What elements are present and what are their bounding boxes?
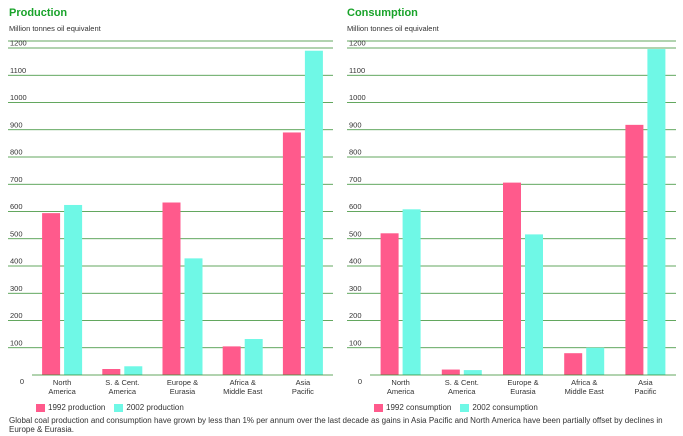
bar-2002 — [525, 234, 543, 375]
x-category-label: America — [48, 387, 76, 396]
y-tick-label: 1200 — [10, 39, 27, 48]
y-tick-label: 300 — [10, 284, 23, 293]
bar-1992 — [162, 202, 181, 375]
bar-2002 — [586, 347, 605, 375]
bar-1992 — [222, 346, 241, 375]
legend-label-1992-consumption: 1992 consumption — [386, 403, 452, 412]
chart-caption: Global coal production and consumption h… — [9, 416, 663, 434]
y-tick-label: 800 — [349, 148, 362, 157]
y-tick-label: 900 — [349, 120, 362, 129]
consumption-legend: 1992 consumption 2002 consumption — [374, 403, 538, 412]
bar-2002 — [647, 49, 666, 376]
y-tick-label: 1000 — [10, 93, 27, 102]
y-tick-label: 200 — [10, 311, 23, 320]
bar-1992 — [503, 182, 521, 375]
bar-1992 — [625, 124, 644, 375]
x-category-label: S. & Cent. — [445, 378, 479, 387]
y-tick-label: 700 — [349, 175, 362, 184]
legend-swatch-2002-production — [114, 403, 124, 412]
y-tick-label: 400 — [10, 257, 23, 266]
consumption-unit-label: Million tonnes oil equivalent — [347, 24, 439, 33]
bar-1992 — [380, 233, 399, 375]
bar-2002 — [402, 209, 421, 375]
bar-2002 — [184, 258, 203, 375]
x-category-label: America — [109, 387, 137, 396]
consumption-chart-title: Consumption — [347, 7, 418, 19]
x-category-label: North — [391, 378, 409, 387]
consumption-chart: 100 200 300 400 500 600 700 800 900 1000 1100 1200 0… — [347, 39, 676, 396]
legend-label-2002-production: 2002 production — [126, 403, 184, 412]
x-category-label: Asia — [296, 378, 311, 387]
y-tick-label: 1100 — [10, 66, 26, 75]
legend-label-1992-production: 1992 production — [48, 403, 106, 412]
production-chart-title: Production — [9, 7, 68, 19]
bar-1992 — [564, 353, 583, 375]
bar-1992 — [441, 369, 460, 375]
legend-swatch-1992-consumption — [374, 403, 383, 412]
y-tick-label: 600 — [349, 202, 362, 211]
y-tick-label: 300 — [349, 284, 362, 293]
x-category-label: North — [53, 378, 71, 387]
x-category-label: America — [448, 387, 476, 396]
bar-2002 — [304, 50, 323, 375]
x-category-label: Asia — [638, 378, 653, 387]
bar-1992 — [42, 213, 61, 375]
x-category-label: Africa & — [230, 378, 256, 387]
x-category-label: Africa & — [571, 378, 597, 387]
y-tick-label: 900 — [10, 120, 23, 129]
bar-2002 — [244, 339, 263, 375]
y-tick-label: 100 — [10, 338, 23, 347]
bar-1992 — [282, 132, 301, 375]
legend-label-2002-consumption: 2002 consumption — [472, 403, 538, 412]
y-tick-label-zero: 0 — [358, 377, 362, 386]
production-legend: 1992 production 2002 production — [36, 403, 184, 412]
production-unit-label: Million tonnes oil equivalent — [9, 24, 101, 33]
legend-swatch-2002-consumption — [460, 403, 470, 412]
bar-2002 — [463, 370, 482, 375]
y-tick-label: 1000 — [349, 93, 366, 102]
y-tick-label: 600 — [10, 202, 23, 211]
production-chart: 100 200 300 400 500 600 700 800 900 1000 1100 1200 0… — [8, 39, 333, 396]
bar-1992 — [102, 369, 121, 375]
y-tick-label: 800 — [10, 148, 23, 157]
x-category-label: S. & Cent. — [105, 378, 139, 387]
y-tick-label: 1200 — [349, 39, 366, 48]
bar-2002 — [64, 204, 83, 375]
legend-swatch-1992-production — [36, 403, 45, 412]
x-category-label: America — [387, 387, 415, 396]
x-category-label: Eurasia — [170, 387, 196, 396]
x-category-label: Middle East — [223, 387, 263, 396]
x-category-label: Pacific — [634, 387, 656, 396]
y-tick-label: 500 — [349, 229, 362, 238]
x-category-label: Middle East — [565, 387, 605, 396]
y-tick-label: 1100 — [349, 66, 365, 75]
y-tick-label: 400 — [349, 257, 362, 266]
y-tick-label-zero: 0 — [20, 377, 24, 386]
x-category-label: Europe & — [167, 378, 198, 387]
x-category-label: Europe & — [507, 378, 538, 387]
x-category-label: Eurasia — [510, 387, 536, 396]
y-tick-label: 500 — [10, 229, 23, 238]
y-tick-label: 100 — [349, 338, 362, 347]
y-tick-label: 200 — [349, 311, 362, 320]
bar-2002 — [124, 366, 143, 375]
y-tick-label: 700 — [10, 175, 23, 184]
x-category-label: Pacific — [292, 387, 314, 396]
